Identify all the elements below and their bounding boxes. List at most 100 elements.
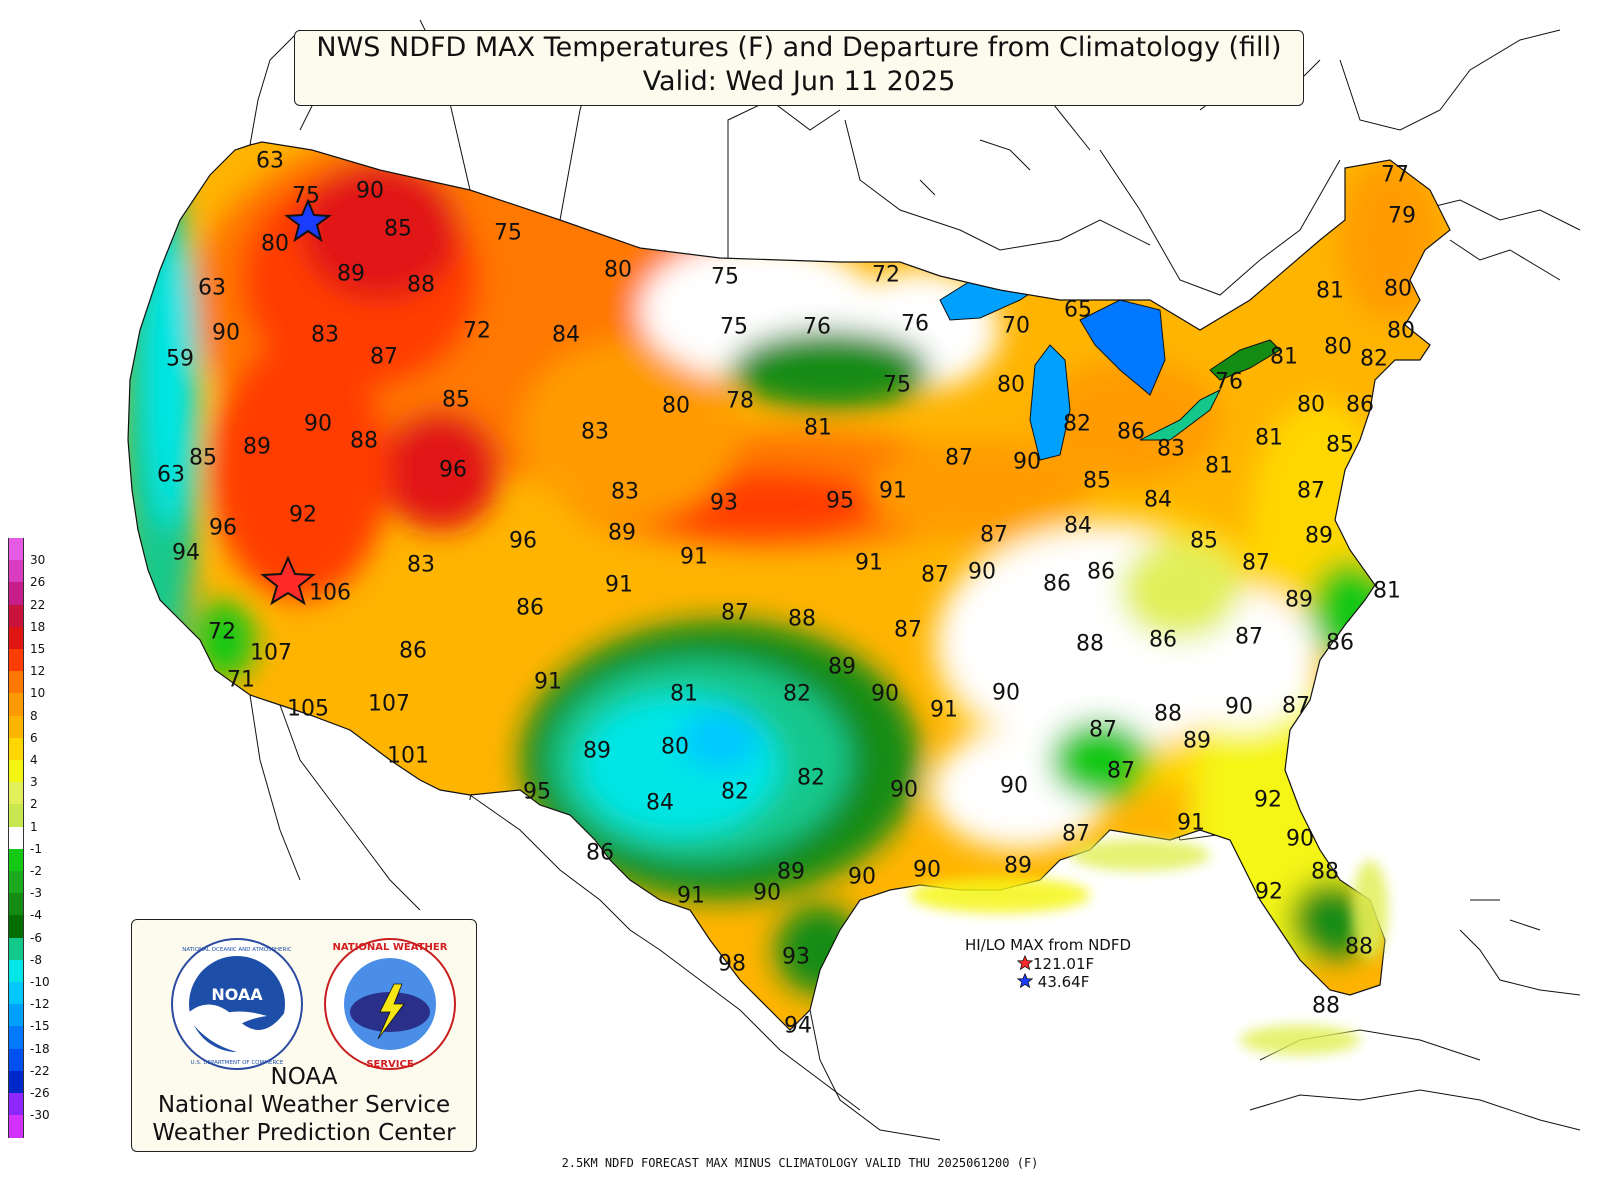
temperature-label: 87: [921, 562, 949, 588]
temperature-label: 80: [661, 734, 689, 760]
legend-label: -8: [30, 952, 42, 967]
temperature-label: 89: [1183, 728, 1211, 754]
us-outline: [127, 141, 1451, 1031]
svg-text:NATIONAL OCEANIC AND ATMOSPHER: NATIONAL OCEANIC AND ATMOSPHERIC: [182, 947, 292, 953]
legend-label: 10: [30, 686, 46, 701]
temperature-label: 72: [463, 318, 491, 344]
temperature-label: 79: [1388, 203, 1416, 229]
temperature-label: 83: [581, 419, 609, 445]
temperature-label: 90: [890, 777, 918, 803]
legend-swatch: [8, 982, 24, 1005]
temperature-label: 76: [901, 311, 929, 337]
temperature-label: 80: [1384, 276, 1412, 302]
legend-swatch: [8, 959, 24, 983]
temperature-label: 90: [1225, 694, 1253, 720]
legend-label: -30: [30, 1108, 50, 1123]
temperature-label: 87: [980, 522, 1008, 548]
temperature-label: 80: [662, 393, 690, 419]
temperature-label: 86: [586, 840, 614, 866]
legend-label: -3: [30, 886, 42, 901]
temperature-label: 86: [1149, 627, 1177, 653]
temperature-label: 81: [670, 681, 698, 707]
temperature-label: 86: [1087, 559, 1115, 585]
temperature-label: 86: [516, 595, 544, 621]
temperature-label: 87: [945, 445, 973, 471]
svg-text:U.S. DEPARTMENT OF COMMERCE: U.S. DEPARTMENT OF COMMERCE: [191, 1060, 284, 1066]
temperature-label: 80: [604, 257, 632, 283]
legend-swatch: [8, 693, 24, 717]
temperature-label: 87: [1235, 624, 1263, 650]
temperature-label: 93: [782, 944, 810, 970]
temperature-label: 85: [1190, 528, 1218, 554]
legend-label: 3: [30, 775, 38, 790]
temperature-label: 80: [1324, 334, 1352, 360]
temperature-label: 89: [1004, 853, 1032, 879]
temperature-label: 101: [387, 743, 429, 769]
temperature-label: 89: [828, 654, 856, 680]
temperature-label: 91: [879, 478, 907, 504]
temperature-label: 63: [256, 148, 284, 174]
temperature-label: 90: [992, 680, 1020, 706]
temperature-label: 90: [848, 864, 876, 890]
temperature-label: 71: [227, 667, 255, 693]
hilo-lo-row: 43.64F: [1016, 972, 1089, 991]
temperature-label: 87: [1297, 478, 1325, 504]
legend-swatch: [8, 782, 24, 805]
footer-caption: 2.5KM NDFD FORECAST MAX MINUS CLIMATOLOG…: [561, 1156, 1039, 1170]
temperature-label: 90: [968, 559, 996, 585]
temperature-label: 87: [1282, 693, 1310, 719]
temperature-label: 107: [368, 691, 410, 717]
temperature-label: 80: [997, 372, 1025, 398]
legend-swatch: [8, 848, 24, 872]
temperature-label: 83: [311, 322, 339, 348]
temperature-label: 89: [1285, 587, 1313, 613]
temperature-label: 80: [1297, 392, 1325, 418]
temperature-label: 89: [777, 859, 805, 885]
legend-label: -12: [30, 997, 50, 1012]
temperature-label: 86: [1326, 630, 1354, 656]
temperature-label: 90: [871, 681, 899, 707]
temperature-label: 59: [166, 346, 194, 372]
legend-label: -4: [30, 908, 42, 923]
temperature-label: 91: [680, 544, 708, 570]
temperature-label: 83: [407, 552, 435, 578]
legend-label: -2: [30, 864, 42, 878]
noaa-seal-icon: NOAA NATIONAL OCEANIC AND ATMOSPHERIC U.…: [171, 938, 303, 1070]
legend-label: -15: [30, 1019, 50, 1034]
temperature-label: 80: [1387, 318, 1415, 344]
legend-label: -26: [30, 1086, 50, 1100]
legend-swatch: [8, 1070, 24, 1094]
legend-swatch: [8, 715, 24, 739]
legend-label: 26: [30, 575, 46, 590]
legend-label: 15: [30, 642, 46, 656]
temperature-label: 83: [611, 479, 639, 505]
logo-line1: NOAA: [270, 1064, 338, 1090]
temperature-label: 81: [804, 415, 832, 441]
temperature-label: 90: [753, 880, 781, 906]
temperature-label: 92: [1254, 787, 1282, 813]
legend-swatch: [8, 760, 24, 783]
temperature-label: 84: [646, 790, 674, 816]
temperature-label: 88: [788, 606, 816, 632]
temperature-label: 93: [710, 490, 738, 516]
temperature-label: 88: [1345, 934, 1373, 960]
legend-swatch: [8, 1115, 24, 1138]
temperature-label: 87: [1062, 821, 1090, 847]
logo-line2: National Weather Service: [157, 1092, 451, 1118]
legend-label: -1: [30, 841, 42, 856]
legend-label: 2: [30, 797, 38, 812]
temperature-label: 90: [1000, 773, 1028, 799]
temperature-label: 72: [208, 619, 236, 645]
hilo-heading: HI/LO MAX from NDFD: [965, 936, 1132, 954]
legend-swatch: [8, 649, 24, 672]
legend-swatch: [8, 1048, 24, 1072]
temperature-label: 75: [711, 264, 739, 290]
temperature-label: 85: [1326, 432, 1354, 458]
logos: NOAA NATIONAL OCEANIC AND ATMOSPHERIC U.…: [171, 938, 456, 1070]
temperature-label: 63: [157, 462, 185, 488]
temperature-label: 85: [384, 216, 412, 242]
temperature-label: 92: [1255, 879, 1283, 905]
legend-swatch: [8, 1026, 24, 1050]
temperature-label: 90: [1286, 826, 1314, 852]
